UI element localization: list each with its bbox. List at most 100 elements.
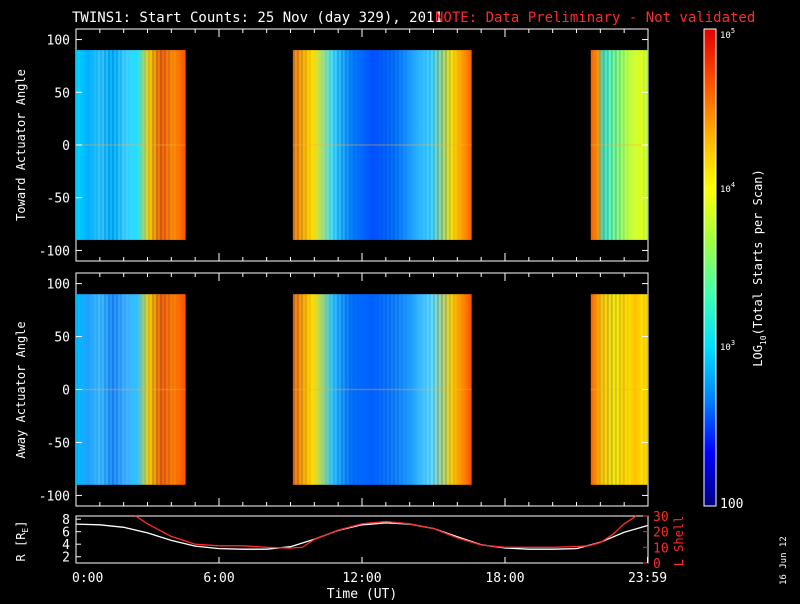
time-xtick-label: 18:00 <box>485 571 524 586</box>
heatmap-texture-stripe <box>614 294 617 485</box>
heatmap-texture-stripe <box>448 294 451 485</box>
heatmap-texture-stripe <box>332 294 335 485</box>
heatmap-texture-stripe <box>432 294 435 485</box>
heatmap-texture-stripe <box>292 294 295 485</box>
heatmap-texture-stripe <box>618 50 621 240</box>
heatmap-texture-stripe <box>116 294 118 485</box>
heatmap-texture-stripe <box>292 50 295 240</box>
heatmap-texture-stripe <box>104 50 106 240</box>
heatmap-texture-stripe <box>336 294 339 485</box>
heatmap-texture-stripe <box>448 50 451 240</box>
heatmap-segment-0-2 <box>590 50 648 240</box>
radius-series-line <box>75 522 649 550</box>
heatmap-texture-stripe <box>626 50 629 240</box>
heatmap-texture-stripe <box>598 50 601 240</box>
heatmap-segment-0-1 <box>292 50 472 240</box>
heatmap-texture-stripe <box>392 50 395 240</box>
heatmap-texture-stripe <box>324 50 327 240</box>
heatmap-texture-stripe <box>308 50 311 240</box>
heatmap-texture-stripe <box>108 294 110 485</box>
heatmap-texture-stripe <box>428 294 431 485</box>
heatmap-texture-stripe <box>610 294 613 485</box>
heatmap-texture-stripe <box>614 50 617 240</box>
heatmap-texture-stripe <box>626 294 629 485</box>
heatmap-texture-stripe <box>356 50 359 240</box>
heatmap-texture-stripe <box>332 50 335 240</box>
heatmap-texture-stripe <box>104 294 106 485</box>
orbit-lines <box>75 515 649 550</box>
time-xtick-label: 6:00 <box>203 571 234 586</box>
heatmap-texture-stripe <box>606 294 609 485</box>
heatmap-texture-stripe <box>392 294 395 485</box>
heatmap-texture-stripe <box>452 294 455 485</box>
heatmap-texture-stripe <box>400 294 403 485</box>
heatmap-texture-stripe <box>92 50 94 240</box>
heatmap-texture-stripe <box>380 50 383 240</box>
heatmap-texture-stripe <box>456 294 459 485</box>
heatmap-texture-stripe <box>372 50 375 240</box>
colorbar-tick-1e3: 103 <box>720 339 735 353</box>
orbit-panel-frame <box>75 515 649 564</box>
colorbar-frame <box>703 28 717 507</box>
heatmap-texture-stripe <box>622 294 625 485</box>
orbit-left-tick-label: 8 <box>62 513 70 528</box>
heatmap-texture-stripe <box>120 50 122 240</box>
heatmap-texture-stripe <box>404 50 407 240</box>
colorbar-tick-100: 100 <box>720 497 743 512</box>
heatmap-texture-stripe <box>404 294 407 485</box>
heatmap-texture-stripe <box>344 294 347 485</box>
heatmap-texture-stripe <box>304 294 307 485</box>
heatmap-texture-stripe <box>424 294 427 485</box>
heatmap-texture-stripe <box>396 294 399 485</box>
heatmap-texture-stripe <box>296 50 299 240</box>
heatmap-texture-stripe <box>372 294 375 485</box>
heatmap-texture-stripe <box>356 294 359 485</box>
heatmap-texture-stripe <box>100 50 102 240</box>
ytick-label: -100 <box>39 489 70 504</box>
away-heatmap <box>76 294 649 485</box>
heatmap-texture-stripe <box>340 294 343 485</box>
heatmap-texture-stripe <box>594 50 597 240</box>
heatmap-texture-stripe <box>144 50 146 240</box>
heatmap-texture-stripe <box>328 294 331 485</box>
data-note: NOTE: Data Preliminary - Not validated <box>435 10 755 26</box>
heatmap-texture-stripe <box>176 50 178 240</box>
heatmap-texture-stripe <box>324 294 327 485</box>
time-xtick-label: 0:00 <box>72 571 103 586</box>
heatmap-texture-stripe <box>432 50 435 240</box>
colorbar-label: LOG10(Total Starts per Scan) <box>751 169 768 367</box>
ytick-label: -50 <box>47 436 70 451</box>
heatmap-texture-stripe <box>152 50 154 240</box>
ytick-label: 0 <box>62 384 70 399</box>
heatmap-texture-stripe <box>348 294 351 485</box>
orbit-right-tick-label: 20 <box>653 526 669 541</box>
heatmap-texture-stripe <box>598 294 601 485</box>
colorbar-tick-1e5: 105 <box>720 27 735 41</box>
heatmap-texture-stripe <box>328 50 331 240</box>
orbit-left-tick-label: 2 <box>62 551 70 566</box>
lshell-series-line <box>135 515 637 549</box>
chart-title: TWINS1: Start Counts: 25 Nov (day 329), … <box>72 10 443 26</box>
heatmap-texture-stripe <box>96 294 98 485</box>
heatmap-texture-stripe <box>92 294 94 485</box>
heatmap-texture-stripe <box>108 50 110 240</box>
heatmap-texture-stripe <box>622 50 625 240</box>
heatmap-texture-stripe <box>602 294 605 485</box>
heatmap-texture-stripe <box>452 50 455 240</box>
heatmap-texture-stripe <box>352 294 355 485</box>
heatmap-texture-stripe <box>388 50 391 240</box>
heatmap-texture-stripe <box>444 294 447 485</box>
orbit-right-tick-label: 0 <box>653 557 661 572</box>
toward-ylabel: Toward Actuator Angle <box>14 69 28 221</box>
heatmap-texture-stripe <box>156 294 158 485</box>
heatmap-texture-stripe <box>116 50 118 240</box>
heatmap-texture-stripe <box>124 294 126 485</box>
heatmap-texture-stripe <box>396 50 399 240</box>
heatmap-texture-stripe <box>348 50 351 240</box>
heatmap-segment-0-0 <box>76 50 186 240</box>
heatmap-texture-stripe <box>594 294 597 485</box>
heatmap-texture-stripe <box>388 294 391 485</box>
colorbar-tick-1e4: 104 <box>720 181 735 195</box>
